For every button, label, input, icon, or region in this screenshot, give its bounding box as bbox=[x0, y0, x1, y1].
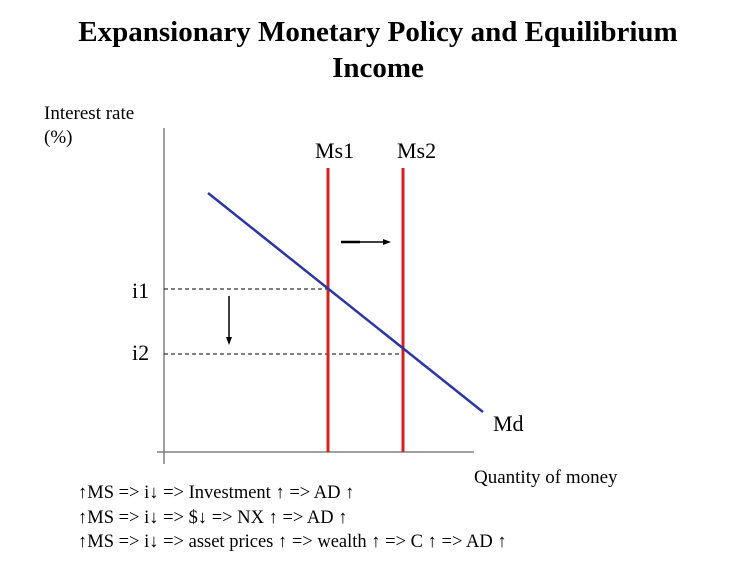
title-line-2: Income bbox=[332, 52, 424, 84]
effect-line-wealth: ↑MS => i↓ => asset prices ↑ => wealth ↑ … bbox=[78, 532, 507, 552]
transmission-effects: ↑MS => i↓ => Investment ↑ => AD ↑ ↑MS =>… bbox=[78, 481, 507, 555]
y-axis-label-line-1: Interest rate bbox=[44, 103, 135, 124]
title-line-1: Expansionary Monetary Policy and Equilib… bbox=[78, 16, 678, 48]
y-axis-label-line-2: (%) bbox=[44, 127, 73, 148]
md-curve bbox=[207, 192, 484, 413]
ms2-label: Ms2 bbox=[397, 138, 437, 163]
slide-title: Expansionary Monetary Policy and Equilib… bbox=[0, 14, 756, 86]
i2-label: i2 bbox=[132, 340, 150, 365]
effect-line-investment: ↑MS => i↓ => Investment ↑ => AD ↑ bbox=[78, 483, 355, 503]
x-axis-label: Quantity of money bbox=[474, 467, 618, 488]
y-axis-label: Interest rate (%) bbox=[44, 102, 134, 150]
supply-shift-arrowhead bbox=[383, 239, 391, 245]
effect-line-net-exports: ↑MS => i↓ => $↓ => NX ↑ => AD ↑ bbox=[78, 507, 348, 528]
i1-label: i1 bbox=[132, 278, 150, 303]
md-label: Md bbox=[493, 411, 524, 436]
rate-fall-arrowhead bbox=[226, 337, 232, 345]
ms1-label: Ms1 bbox=[315, 138, 355, 163]
